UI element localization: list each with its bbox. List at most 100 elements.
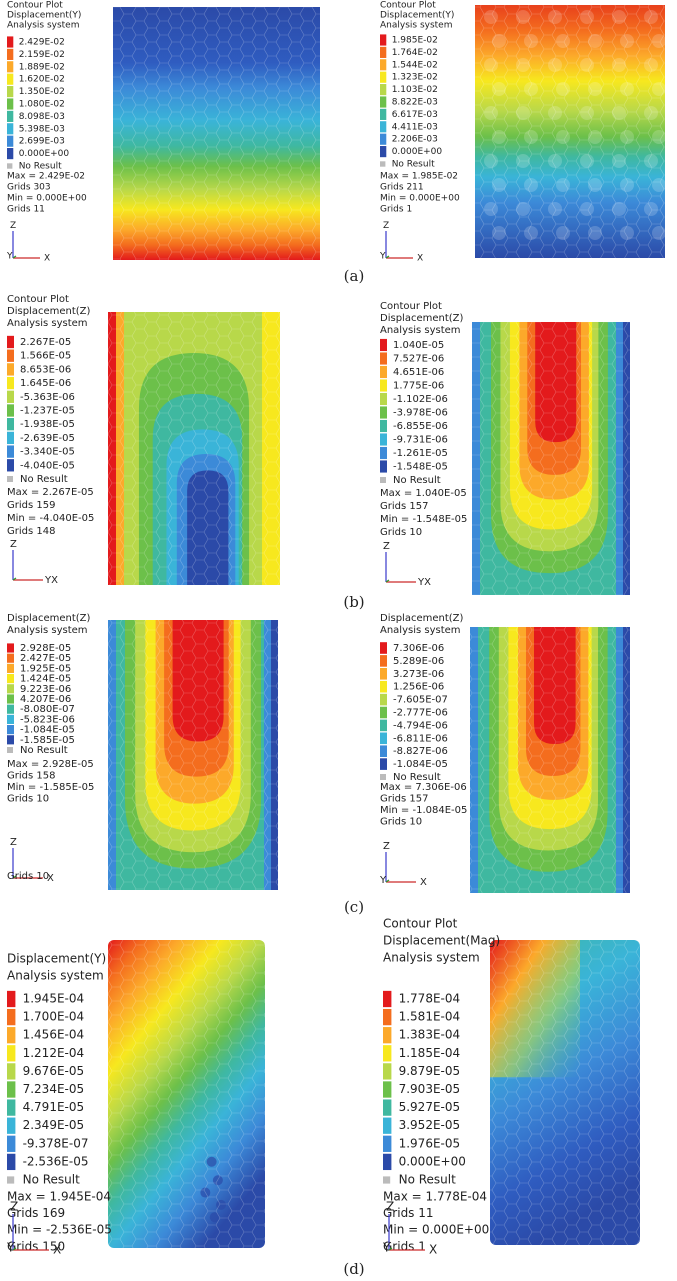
legend-swatch xyxy=(380,71,387,83)
legend-swatch xyxy=(383,1135,392,1152)
legend-title: Analysis system xyxy=(380,325,461,336)
stat-line: Grids 158 xyxy=(7,771,55,782)
legend-swatch xyxy=(380,655,387,667)
legend-value: 8.098E-03 xyxy=(19,112,65,122)
axis-y xyxy=(12,577,17,581)
contour-body xyxy=(108,620,278,890)
axis-label: Y xyxy=(379,875,387,886)
legend-value: 3.952E-05 xyxy=(399,1118,461,1132)
legend-swatch xyxy=(380,59,387,71)
stat-line: Grids 211 xyxy=(380,183,424,193)
legend-swatch xyxy=(380,706,387,719)
legend-swatch xyxy=(7,110,14,122)
axis-label: Y xyxy=(6,1241,15,1255)
legend-value: 1.566E-05 xyxy=(20,351,71,362)
axis-label: X xyxy=(53,1243,61,1257)
legend-swatch xyxy=(7,148,14,160)
legend-value: 2.699E-03 xyxy=(19,137,65,147)
legend-swatch xyxy=(380,392,387,406)
legend-swatch xyxy=(380,146,387,158)
axis-y xyxy=(385,879,390,883)
legend-swatch xyxy=(7,663,14,673)
legend-swatch xyxy=(380,365,387,379)
caption: (a) xyxy=(344,267,365,285)
legend-title: Analysis system xyxy=(7,318,88,329)
legend-swatch xyxy=(7,990,16,1008)
axis-y xyxy=(388,1247,393,1251)
axis-y xyxy=(12,1247,17,1251)
legend-swatch-none xyxy=(380,774,386,780)
legend-value: 9.676E-05 xyxy=(23,1064,85,1078)
legend-swatch xyxy=(383,1117,392,1134)
legend-swatch xyxy=(7,1117,16,1134)
contour-body xyxy=(472,322,630,595)
legend-swatch-none xyxy=(7,747,13,753)
legend-value: 1.985E-02 xyxy=(392,36,438,46)
stat-line: Grids 169 xyxy=(7,1206,65,1220)
legend-swatch xyxy=(7,431,14,445)
legend-swatch xyxy=(7,135,14,147)
legend-title: Analysis system xyxy=(7,625,88,636)
caption: (d) xyxy=(343,1260,364,1278)
legend-title: Displacement(Y) xyxy=(380,11,454,21)
legend-swatch-none xyxy=(383,1176,391,1184)
legend-swatch xyxy=(380,732,387,745)
legend-title: Analysis system xyxy=(383,951,480,965)
legend-swatch xyxy=(7,725,14,735)
legend-swatch xyxy=(380,460,387,473)
legend-title: Displacement(Y) xyxy=(7,11,81,21)
stat-line: Min = -4.040E-05 xyxy=(7,513,94,524)
stat-line: Max = 2.267E-05 xyxy=(7,487,94,498)
legend-swatch xyxy=(383,1153,392,1171)
legend-value: 2.427E-05 xyxy=(20,653,71,664)
no-result: No Result xyxy=(20,474,68,485)
legend-value: -1.261E-05 xyxy=(393,448,448,459)
stat-line: Grids 11 xyxy=(383,1206,434,1220)
legend-swatch-none xyxy=(7,1176,15,1184)
legend-value: -2.777E-06 xyxy=(393,708,448,719)
legend-swatch xyxy=(7,363,14,376)
legend-value: -1.102E-06 xyxy=(393,394,448,405)
contour-panel: Displacement(Y) Analysis system 1.945E-04 1… xyxy=(6,940,265,1257)
legend-swatch xyxy=(383,1063,392,1080)
legend-value: -1.237E-05 xyxy=(20,406,75,417)
legend-value: 7.306E-06 xyxy=(393,643,444,654)
legend-swatch xyxy=(380,642,387,654)
stat-line: Grids 303 xyxy=(7,183,51,193)
legend-swatch xyxy=(380,758,387,770)
legend-value: 4.411E-03 xyxy=(392,122,438,132)
legend-value: 1.620E-02 xyxy=(19,75,65,85)
axis-label: X xyxy=(420,877,427,888)
legend-value: 7.903E-05 xyxy=(399,1082,461,1096)
axis-label: Y xyxy=(6,252,13,262)
legend-swatch xyxy=(7,86,14,98)
legend-value: -6.811E-06 xyxy=(393,733,448,744)
legend-swatch xyxy=(383,1099,392,1116)
mesh xyxy=(108,312,280,585)
legend-value: 4.651E-06 xyxy=(393,367,444,378)
legend-value: 4.207E-06 xyxy=(20,694,71,705)
legend-value: 1.256E-06 xyxy=(393,682,444,693)
legend-swatch-none xyxy=(7,163,13,169)
legend-swatch xyxy=(380,693,387,706)
legend-swatch xyxy=(383,1045,392,1062)
legend-value: 1.945E-04 xyxy=(23,992,85,1006)
legend-value: 1.185E-04 xyxy=(399,1046,461,1060)
stat-line: Max = 7.306E-06 xyxy=(380,782,467,793)
legend-value: 0.000E+00 xyxy=(392,147,443,157)
legend-value: 5.289E-06 xyxy=(393,656,444,667)
axis-label: X xyxy=(417,254,423,264)
legend-swatch-none xyxy=(380,477,386,483)
stat-line: Grids 159 xyxy=(7,500,55,511)
axis-label: YX xyxy=(44,575,58,586)
mesh xyxy=(113,7,320,260)
legend-title: Contour Plot xyxy=(380,1,436,11)
legend-value: -9.731E-06 xyxy=(393,435,448,446)
legend-swatch xyxy=(380,34,387,46)
stat-line: Min = 0.000E+00 xyxy=(383,1223,489,1237)
axis-label: Z xyxy=(383,221,389,231)
stat-line: Max = 1.040E-05 xyxy=(380,488,467,499)
legend-title: Displacement(Mag) xyxy=(383,934,500,948)
axis-label: Y xyxy=(379,252,386,262)
legend-swatch xyxy=(7,36,14,48)
